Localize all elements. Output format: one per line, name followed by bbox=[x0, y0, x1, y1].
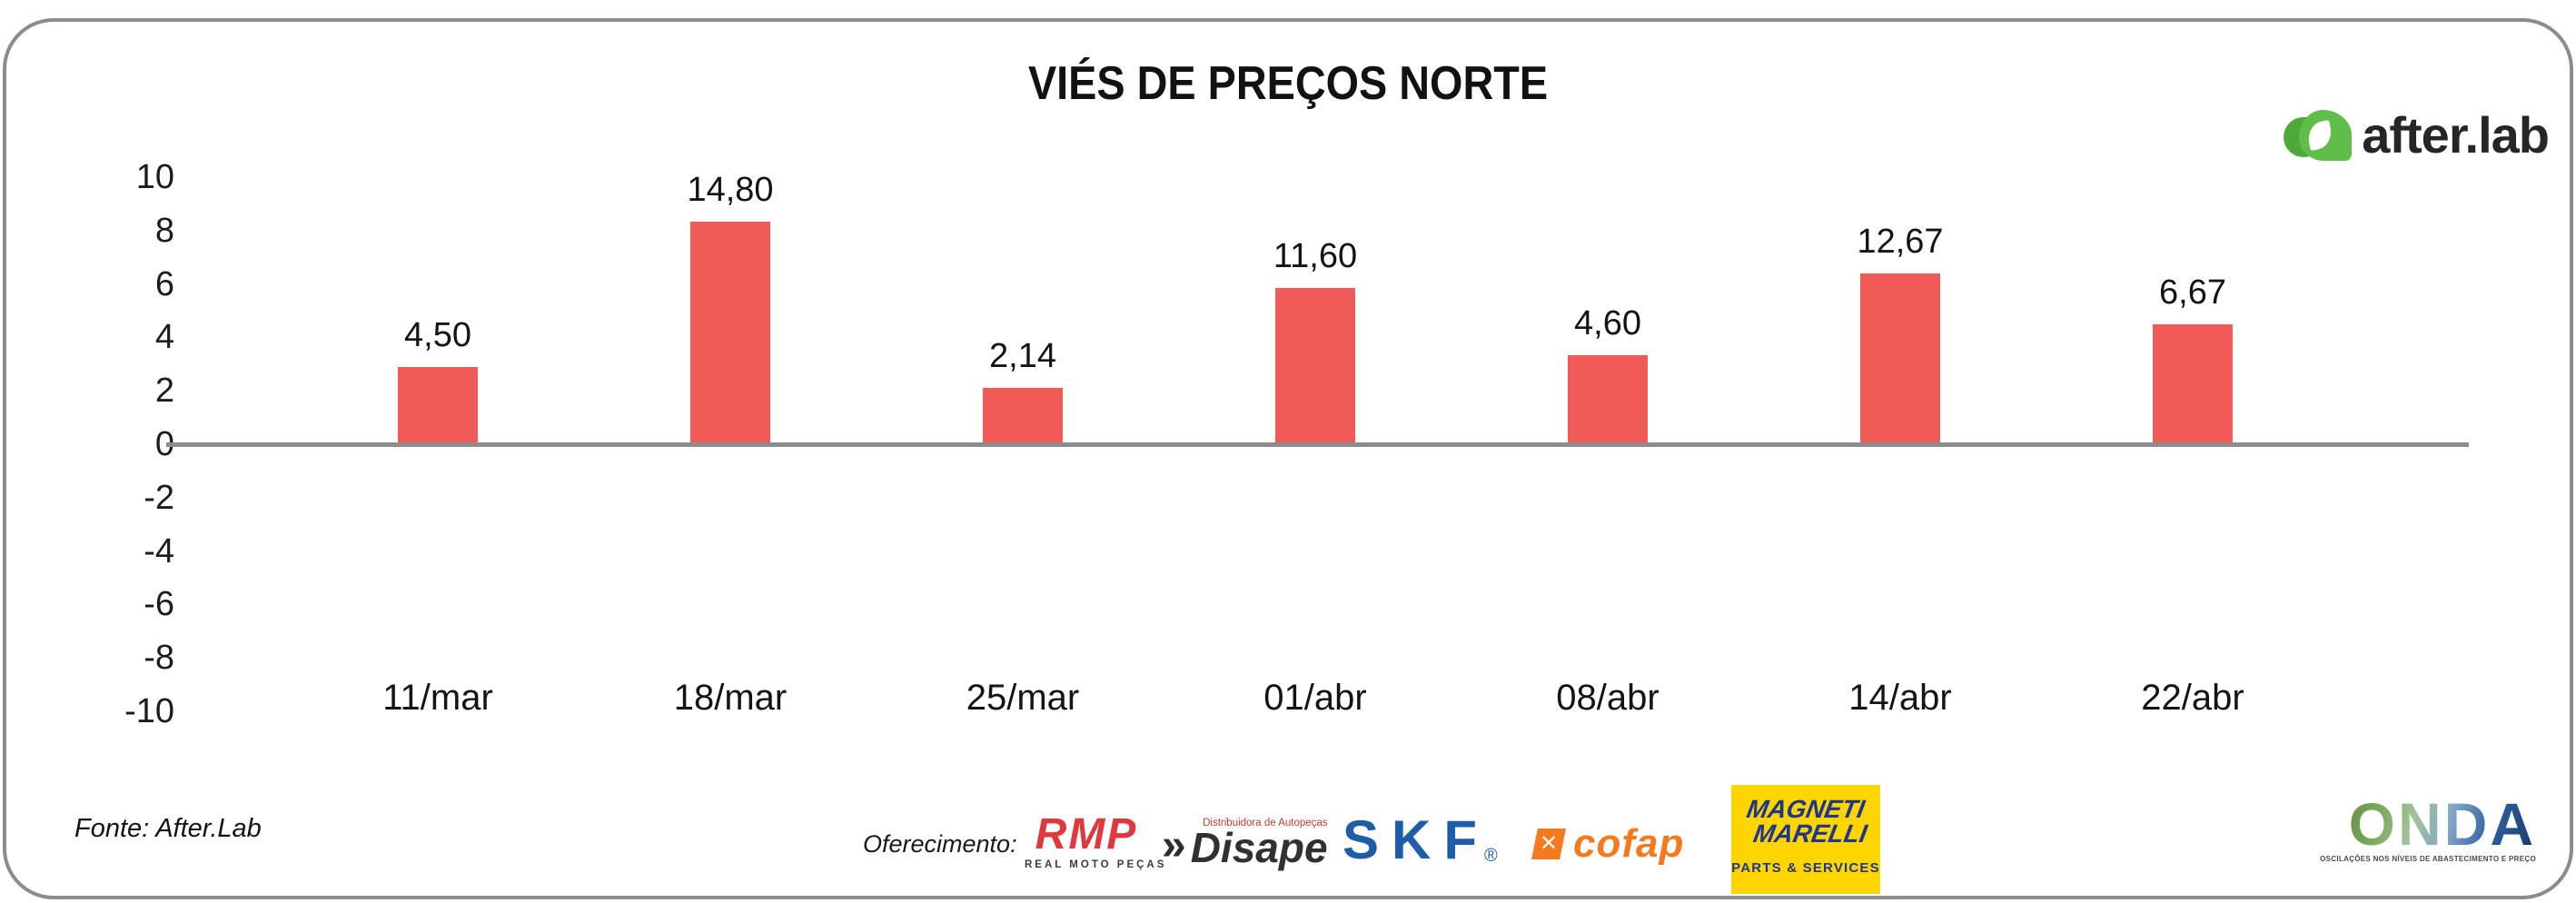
afterlab-leaf-icon bbox=[2284, 108, 2354, 163]
y-axis-tick-label: -10 bbox=[124, 692, 174, 730]
rmp-logo-text: RMP bbox=[1035, 810, 1138, 858]
bar-value-label: 14,80 bbox=[687, 170, 774, 209]
afterlab-logo-text: after.lab bbox=[2362, 106, 2550, 164]
bar bbox=[1275, 288, 1355, 442]
bar bbox=[1860, 273, 1940, 442]
sponsor-logo-magneti-marelli: MAGNETI MARELLI PARTS & SERVICES bbox=[1731, 785, 1880, 894]
cofap-logo-text: cofap bbox=[1573, 821, 1685, 866]
x-axis-category-label: 11/mar bbox=[382, 678, 493, 718]
onda-logo-text: ONDA bbox=[2320, 794, 2536, 854]
x-axis-category-label: 08/abr bbox=[1556, 678, 1660, 718]
y-axis-tick-label: 4 bbox=[154, 318, 174, 357]
cofap-x-icon: ✕ bbox=[1531, 829, 1566, 859]
y-axis-tick-label: -6 bbox=[144, 585, 174, 624]
skf-logo-text: SKF bbox=[1342, 809, 1490, 870]
sponsor-logo-disape: » Distribuidora de Autopeças Disape bbox=[1162, 818, 1328, 871]
bar-value-label: 4,60 bbox=[1574, 303, 1641, 342]
y-axis-tick-label: -2 bbox=[144, 478, 174, 517]
magneti-logo-line2: MARELLI bbox=[1751, 819, 1869, 848]
bar-value-label: 2,14 bbox=[989, 337, 1056, 376]
x-axis-line bbox=[166, 442, 2469, 447]
disape-chevrons-icon: » bbox=[1162, 821, 1186, 869]
bar bbox=[2153, 323, 2233, 442]
onda-logo: ONDA OSCILAÇÕES NOS NÍVEIS DE ABASTECIME… bbox=[2320, 794, 2536, 863]
disape-logo-tagline: Distribuidora de Autopeças bbox=[1203, 818, 1328, 829]
afterlab-logo: after.lab bbox=[2284, 105, 2550, 164]
source-note: Fonte: After.Lab bbox=[74, 814, 262, 843]
bar bbox=[398, 366, 478, 442]
chart-card bbox=[3, 18, 2573, 899]
x-axis-category-label: 01/abr bbox=[1263, 678, 1367, 718]
y-axis-tick-label: -4 bbox=[144, 531, 174, 571]
x-axis-category-label: 14/abr bbox=[1848, 678, 1952, 718]
magneti-logo-line1: MAGNETI bbox=[1744, 795, 1868, 823]
bar-value-label: 12,67 bbox=[1857, 222, 1944, 261]
magneti-logo-subtitle: PARTS & SERVICES bbox=[1731, 860, 1880, 876]
y-axis-tick-label: -8 bbox=[144, 639, 174, 678]
rmp-logo-subtitle: REAL MOTO PEÇAS bbox=[1025, 859, 1167, 870]
y-axis-tick-label: 2 bbox=[154, 372, 174, 411]
y-axis-tick-label: 8 bbox=[154, 211, 174, 250]
x-axis-category-label: 18/mar bbox=[673, 678, 788, 718]
chart-title: VIÉS DE PREÇOS NORTE bbox=[1027, 57, 1549, 110]
sponsor-logo-rmp: RMP REAL MOTO PEÇAS bbox=[1025, 810, 1167, 871]
y-axis-tick-label: 10 bbox=[135, 158, 174, 196]
bar bbox=[1568, 354, 1648, 442]
bar bbox=[690, 221, 770, 442]
sponsor-logo-skf: SKF ® bbox=[1342, 809, 1498, 870]
bar bbox=[983, 388, 1063, 442]
onda-logo-tagline: OSCILAÇÕES NOS NÍVEIS DE ABASTECIMENTO E… bbox=[2320, 855, 2536, 863]
bar-value-label: 6,67 bbox=[2159, 273, 2226, 312]
sponsors-label: Oferecimento: bbox=[863, 830, 1017, 858]
bar-value-label: 11,60 bbox=[1273, 237, 1358, 275]
skf-registered-mark: ® bbox=[1484, 846, 1498, 866]
bar-value-label: 4,50 bbox=[404, 315, 471, 354]
x-axis-category-label: 25/mar bbox=[966, 678, 1080, 718]
disape-logo-text: Disape bbox=[1190, 824, 1328, 871]
x-axis-category-label: 22/abr bbox=[2141, 678, 2244, 718]
sponsor-logo-cofap: ✕ cofap bbox=[1531, 821, 1684, 867]
y-axis-tick-label: 6 bbox=[154, 264, 174, 303]
y-axis-tick-label: 0 bbox=[154, 425, 174, 463]
